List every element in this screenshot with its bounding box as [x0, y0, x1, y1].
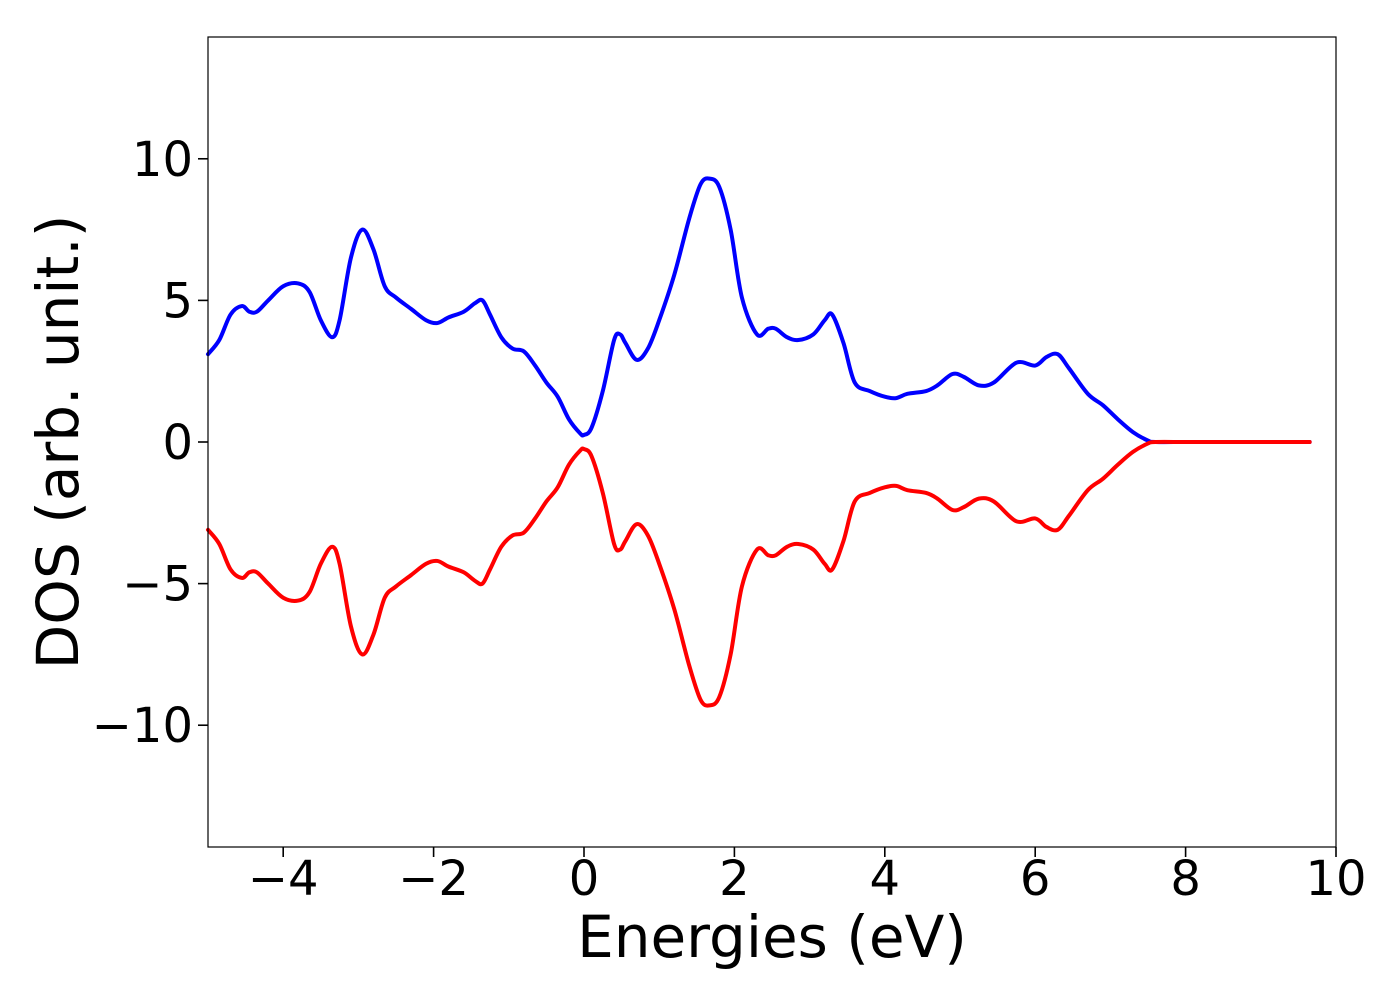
series-line-red	[206, 439, 1312, 708]
x-tick-label: −2	[398, 851, 469, 907]
y-tick-label: 5	[162, 273, 193, 329]
x-axis: −4 −2 0 2 4 6 8 10	[248, 847, 1367, 907]
y-tick-label: 10	[132, 132, 193, 188]
y-tick-label: −5	[122, 557, 193, 613]
x-tick-label: 10	[1305, 851, 1366, 907]
x-tick-label: 2	[719, 851, 750, 907]
series-line-blue	[206, 176, 1312, 445]
x-tick-label: 0	[569, 851, 600, 907]
x-tick-label: −4	[248, 851, 319, 907]
series-layer	[206, 176, 1312, 708]
y-tick-label: 0	[162, 415, 193, 471]
y-axis: 10 5 0 −5 −10	[92, 132, 208, 754]
y-tick-label: −10	[92, 698, 193, 754]
y-axis-label: DOS (arb. unit.)	[24, 215, 92, 670]
x-tick-label: 6	[1020, 851, 1051, 907]
x-tick-label: 8	[1170, 851, 1201, 907]
x-tick-label: 4	[870, 851, 901, 907]
x-axis-label: Energies (eV)	[577, 903, 967, 971]
